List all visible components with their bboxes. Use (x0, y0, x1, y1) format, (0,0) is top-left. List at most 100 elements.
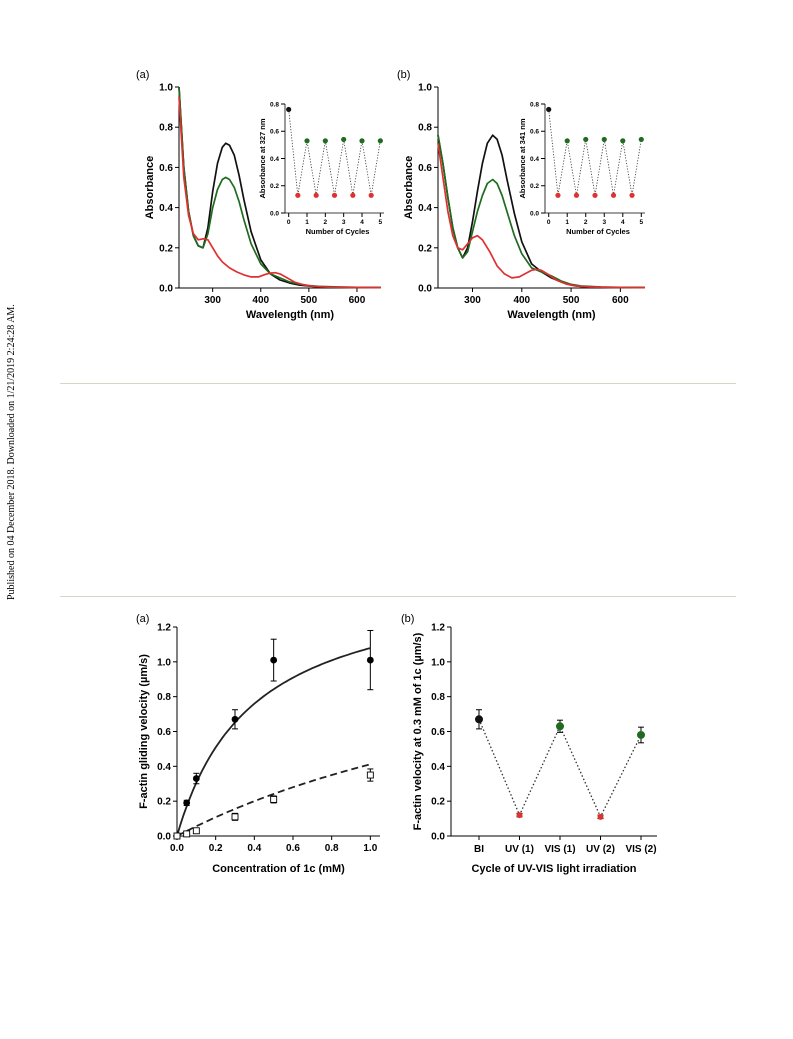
y-tick-label: 0.0 (418, 284, 432, 295)
y-tick-label: 0.8 (159, 123, 173, 134)
data-point-open (366, 771, 374, 779)
inset-dotted-line (548, 109, 642, 196)
inset-data-point (620, 138, 626, 144)
spectrum-line (178, 86, 382, 289)
inset-data-point (629, 192, 635, 198)
inset-data-point (564, 138, 570, 144)
divider-top (60, 383, 736, 384)
axes-frame: (a) 0.0 0.2 0.4 0.6 0.8 1.0 300 400 500 600 Wavelen… (136, 69, 382, 321)
x-tick-label: 0 (547, 219, 551, 226)
dotted-connector (478, 719, 642, 819)
inset-data-point (341, 136, 347, 143)
x-tick-label: 300 (204, 295, 221, 306)
inset-data-point (610, 192, 617, 198)
y-tick-label: 0.8 (530, 101, 539, 108)
fit-curve (176, 647, 371, 837)
y-tick-label: 0.8 (431, 692, 445, 703)
axes-frame: (a) 0.0 0.2 0.4 0.6 0.8 1.0 1.2 0.0 0.2 0.4 0.6 0.8 1… (136, 613, 380, 875)
y-tick-label: 1.2 (431, 623, 445, 634)
x-tick-label: 1 (565, 219, 569, 226)
y-tick-label: 0.0 (270, 210, 279, 217)
inset-data-point (359, 138, 365, 144)
y-tick-label: 0.2 (157, 797, 171, 808)
y-tick-label: 0.4 (418, 203, 432, 214)
data-point-filled (183, 799, 191, 807)
y-axis-label: F-actin gliding velocity (µm/s) (138, 654, 150, 809)
x-tick-label: 2 (324, 219, 328, 226)
y-tick-label: 1.0 (157, 657, 171, 668)
x-tick-label: VIS (1) (544, 844, 575, 855)
inset-data-point (295, 192, 301, 198)
axes-frame: (b) 0.0 0.2 0.4 0.6 0.8 1.0 1.2 BI UV (1) VIS (1) U… (401, 613, 657, 875)
data-point-filled (231, 715, 239, 723)
panel-label: (b) (401, 613, 414, 625)
x-tick-label: 0.0 (170, 843, 184, 854)
inset-data-point (322, 138, 328, 144)
x-axis-label: Wavelength (nm) (246, 309, 335, 321)
x-axis-label: Cycle of UV-VIS light irradiation (471, 863, 636, 875)
panel-label: (a) (136, 613, 149, 625)
fit-curve-dashed (176, 763, 371, 837)
inset-data-point (350, 192, 356, 198)
data-point-open (183, 830, 191, 838)
data-point-filled (270, 656, 278, 664)
y-tick-label: 0.6 (418, 163, 432, 174)
x-tick-label: UV (1) (505, 844, 534, 855)
spectrum-line (437, 143, 646, 289)
x-tick-label: 0 (287, 219, 291, 226)
x-tick-label: 3 (602, 219, 606, 226)
y-tick-label: 0.6 (270, 129, 279, 136)
panel-label: (a) (136, 69, 149, 81)
inset-y-axis-label: Absorbance at 327 nm (258, 118, 267, 198)
y-tick-label: 0.4 (530, 156, 539, 163)
publication-stamp-text: Published on 04 December 2018. Downloade… (6, 304, 17, 600)
y-tick-label: 0.4 (431, 762, 445, 773)
inset-data-point (638, 136, 644, 143)
inset-x-axis-label: Number of Cycles (306, 227, 370, 236)
divider-bottom (60, 596, 736, 597)
inset-x-axis-label: Number of Cycles (566, 227, 630, 236)
data-point (637, 730, 645, 739)
inset-data-point (368, 192, 374, 198)
x-tick-label: 4 (360, 219, 364, 226)
x-tick-label: 600 (349, 295, 366, 306)
x-tick-label: 0.4 (247, 843, 261, 854)
inset-data-point (583, 136, 589, 143)
y-tick-label: 0.0 (530, 210, 539, 217)
x-tick-label: 500 (301, 295, 318, 306)
data-point-open (192, 827, 200, 835)
x-tick-label: BI (474, 844, 484, 855)
data-point-open (231, 813, 239, 821)
y-tick-label: 0.6 (530, 129, 539, 136)
inset-data-point (546, 106, 552, 113)
y-tick-label: 0.0 (157, 832, 171, 843)
x-axis-label: Concentration of 1c (mM) (212, 863, 345, 875)
inset-data-point (377, 138, 383, 144)
x-tick-label: 0.6 (286, 843, 300, 854)
x-tick-label: 5 (379, 219, 383, 226)
inset-dotted-line (288, 109, 381, 196)
y-tick-label: 0.6 (431, 727, 445, 738)
spectrum-line (178, 86, 382, 289)
y-tick-label: 0.8 (270, 101, 279, 108)
data-point-open (173, 832, 181, 840)
inset-chart: 0.0 0.2 0.4 0.6 0.8 0 1 2 3 4 5 Number of Cycles Abs… (258, 101, 384, 236)
inset-y-axis-label: Absorbance at 341 nm (518, 118, 527, 198)
inset-data-point (592, 192, 598, 198)
panel-label: (b) (397, 69, 410, 81)
y-axis-label: Absorbance (144, 156, 156, 220)
y-tick-label: 0.4 (270, 156, 279, 163)
x-tick-label: 600 (612, 295, 629, 306)
x-tick-label: 1.0 (363, 843, 377, 854)
inset-data-point (313, 192, 319, 198)
x-tick-label: 4 (621, 219, 625, 226)
y-tick-label: 0.8 (157, 692, 171, 703)
data-point-filled (192, 775, 200, 782)
data-point-filled (366, 656, 374, 664)
y-tick-label: 0.2 (270, 183, 279, 190)
x-tick-label: 300 (464, 295, 481, 306)
inset-data-point (286, 106, 292, 113)
data-point (475, 715, 483, 724)
x-tick-label: 0.8 (325, 843, 339, 854)
